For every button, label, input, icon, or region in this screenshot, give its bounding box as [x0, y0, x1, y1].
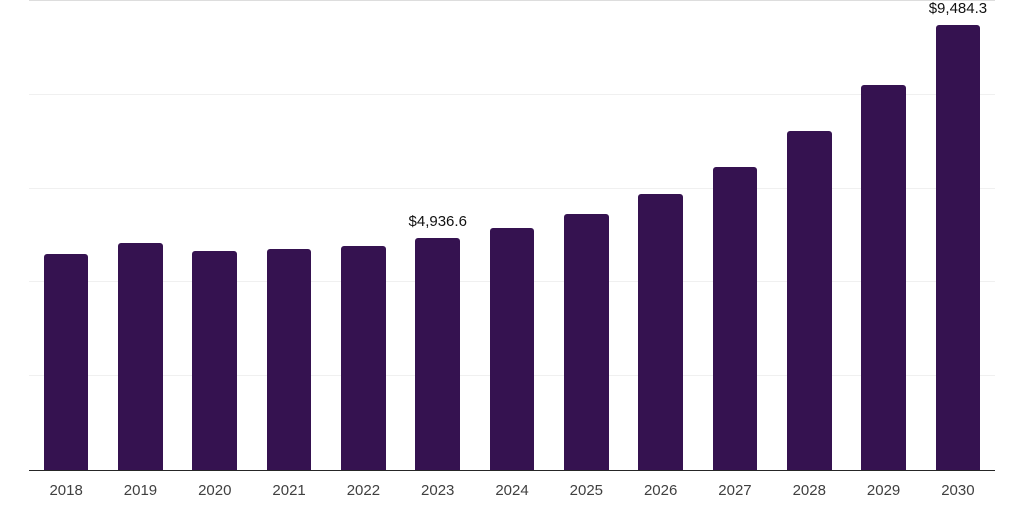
- x-tick-2023: 2023: [421, 482, 455, 499]
- bar-group-2028: [772, 1, 846, 470]
- bar-2025[interactable]: [564, 213, 609, 470]
- x-tick-2025: 2025: [569, 482, 604, 499]
- bar-2026[interactable]: [638, 194, 683, 470]
- x-tick-2024: 2024: [495, 482, 529, 499]
- x-axis: 2018 2019 2020 2021 2022 2023 2024 2025 2026 2027…: [29, 483, 995, 499]
- bar-2023[interactable]: [415, 238, 460, 470]
- bar-2020[interactable]: [192, 251, 238, 470]
- bar-2027[interactable]: [712, 167, 758, 470]
- bar-2028[interactable]: [786, 131, 832, 470]
- bar-group-2030: $9,484.3: [921, 1, 995, 470]
- x-tick-2029: 2029: [866, 482, 901, 499]
- bar-2019[interactable]: [118, 243, 163, 470]
- bar-2022[interactable]: [341, 246, 386, 470]
- bars-container: $4,936.6 $9,484.3: [29, 1, 995, 470]
- x-tick-2021: 2021: [272, 482, 306, 499]
- bar-group-2029: [846, 1, 920, 470]
- bar-group-2025: [549, 1, 623, 470]
- bar-group-2019: [103, 1, 177, 470]
- x-tick-2019: 2019: [123, 482, 158, 499]
- bar-group-2027: [698, 1, 772, 470]
- x-tick-2018: 2018: [49, 482, 83, 499]
- bar-2018[interactable]: [43, 254, 89, 470]
- bar-2021[interactable]: [266, 249, 312, 470]
- value-label-2023: $4,936.6: [408, 213, 467, 231]
- bar-group-2021: [252, 1, 326, 470]
- x-tick-2030: 2030: [941, 482, 975, 499]
- value-label-2030: $9,484.3: [928, 0, 988, 18]
- bar-group-2024: [475, 1, 549, 470]
- bar-group-2026: [624, 1, 698, 470]
- bar-2024[interactable]: [489, 228, 535, 470]
- x-tick-2027: 2027: [718, 482, 752, 499]
- bar-group-2023: $4,936.6: [401, 1, 475, 470]
- bar-2029[interactable]: [861, 85, 906, 470]
- bar-group-2020: [178, 1, 252, 470]
- x-tick-2022: 2022: [346, 482, 381, 499]
- bar-2030[interactable]: [935, 25, 981, 470]
- x-tick-2026: 2026: [643, 482, 678, 499]
- bar-group-2022: [326, 1, 400, 470]
- x-tick-2028: 2028: [792, 482, 826, 499]
- x-tick-2020: 2020: [198, 482, 232, 499]
- plot-area: $4,936.6 $9,484.3: [29, 0, 995, 471]
- bar-group-2018: [29, 1, 103, 470]
